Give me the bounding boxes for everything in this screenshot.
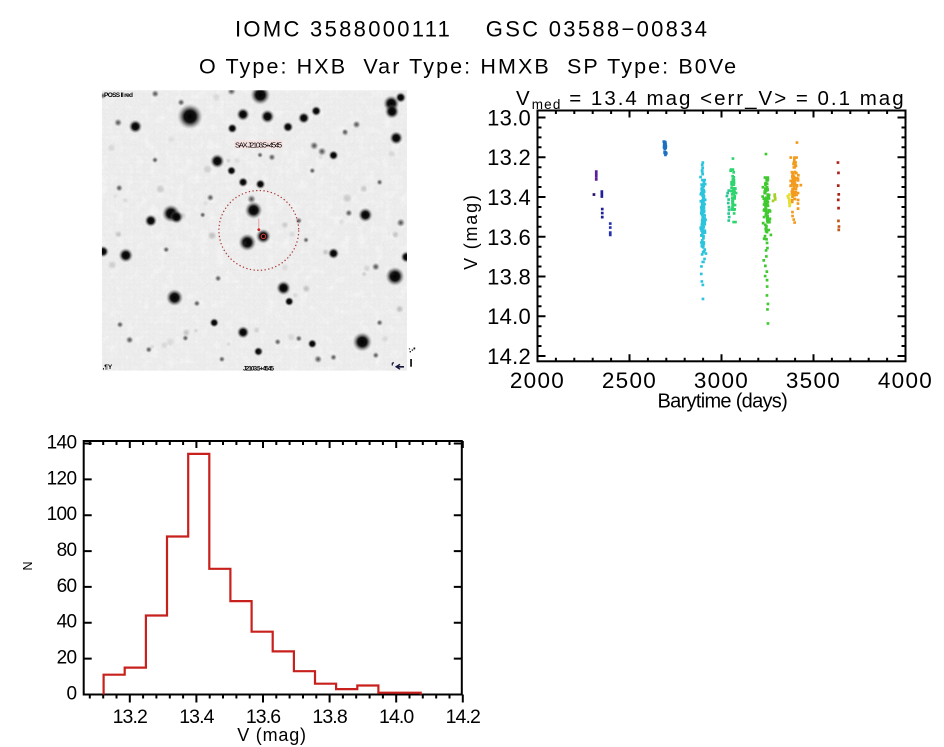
svg-text:3000: 3000 bbox=[694, 368, 749, 393]
svg-text:4000: 4000 bbox=[878, 368, 933, 393]
svg-text:100: 100 bbox=[47, 504, 77, 525]
svg-text:13.4: 13.4 bbox=[487, 185, 531, 210]
svg-text:14.2: 14.2 bbox=[487, 344, 531, 369]
svg-text:20: 20 bbox=[57, 648, 77, 669]
svg-text:2500: 2500 bbox=[602, 368, 657, 393]
svg-text:13.0: 13.0 bbox=[487, 106, 531, 131]
svg-text:13.2: 13.2 bbox=[487, 145, 531, 170]
svg-text:POSS II red: POSS II red bbox=[104, 92, 133, 99]
svg-text:13.4: 13.4 bbox=[179, 706, 214, 728]
svg-text:13.8: 13.8 bbox=[312, 706, 346, 728]
svg-text:N: N bbox=[21, 561, 35, 570]
svg-text:3500: 3500 bbox=[786, 368, 841, 393]
svg-text:60: 60 bbox=[57, 576, 77, 597]
svg-text:13.6: 13.6 bbox=[487, 225, 531, 250]
svg-text:Vmed = 13.4 mag <err_V> = 0.1: Vmed = 13.4 mag <err_V> = 0.1 mag bbox=[516, 87, 906, 112]
svg-text:V (mag): V (mag) bbox=[237, 725, 307, 745]
svg-text:0: 0 bbox=[67, 683, 77, 704]
svg-text:13.2: 13.2 bbox=[113, 706, 147, 728]
svg-text:14.2: 14.2 bbox=[446, 706, 480, 728]
svg-text:14.0: 14.0 bbox=[487, 304, 531, 329]
svg-text:40: 40 bbox=[57, 612, 77, 633]
svg-text:140: 140 bbox=[47, 432, 77, 453]
svg-text:2000: 2000 bbox=[510, 368, 565, 393]
svg-text:V (mag): V (mag) bbox=[461, 193, 481, 270]
svg-text:J2103.5+4545: J2103.5+4545 bbox=[243, 366, 274, 373]
svg-text:120: 120 bbox=[47, 468, 77, 489]
svg-text:13.6: 13.6 bbox=[246, 706, 280, 728]
svg-text:80: 80 bbox=[57, 540, 77, 561]
svg-text:IOMC 3588000111 GSC 03588−0: IOMC 3588000111 GSC 03588−00834 bbox=[235, 17, 709, 42]
svg-text:13.8: 13.8 bbox=[487, 265, 531, 290]
svg-text:SAX J2103.5+4545: SAX J2103.5+4545 bbox=[235, 141, 282, 150]
svg-text:O Type: HXB Var Type: HMXB S: O Type: HXB Var Type: HMXB SP Type: B0Ve bbox=[199, 55, 738, 79]
svg-text:,¶Y: ,¶Y bbox=[103, 364, 113, 371]
svg-text:Barytime (days): Barytime (days) bbox=[658, 391, 788, 413]
svg-text:14.0: 14.0 bbox=[379, 706, 414, 728]
